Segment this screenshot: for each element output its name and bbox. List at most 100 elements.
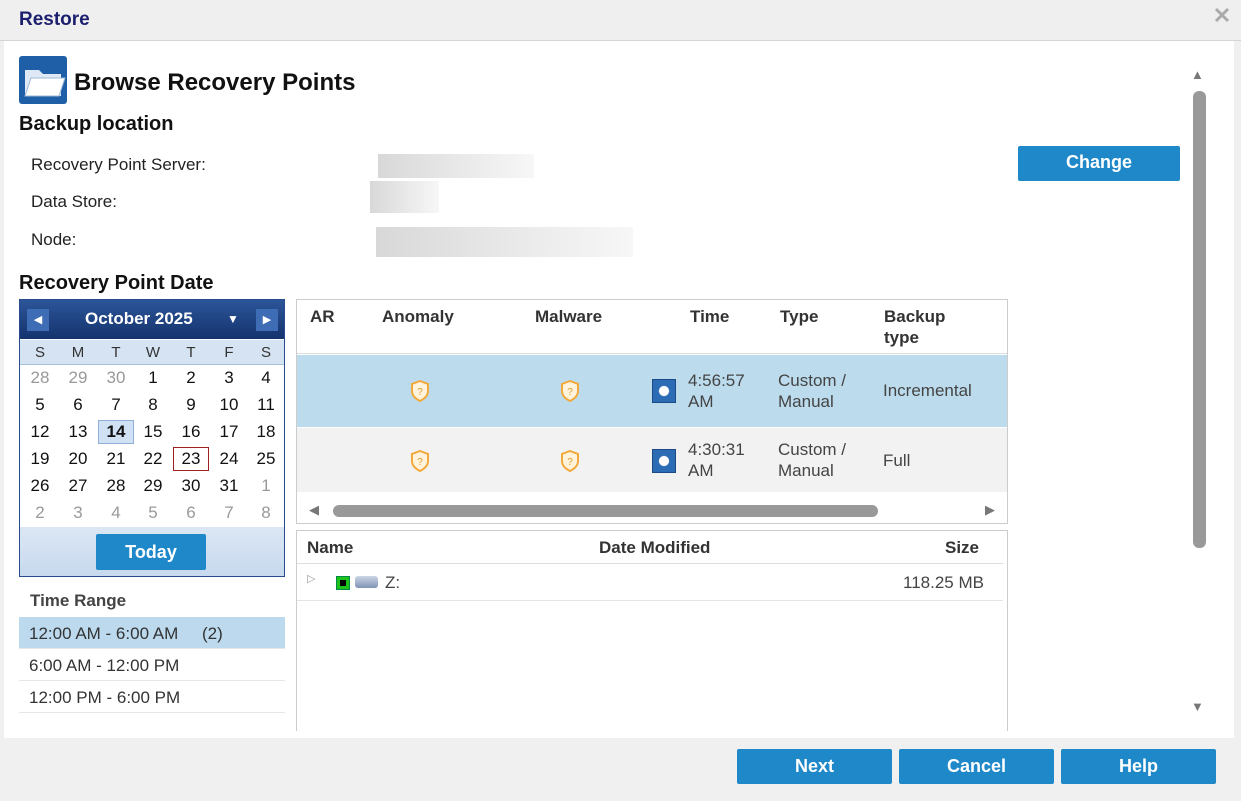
time-cell: 4:30:31 AM — [688, 440, 745, 480]
weekday-row — [20, 340, 284, 365]
title-bar — [0, 0, 1241, 41]
calendar-day[interactable]: 22 — [143, 449, 163, 468]
close-button[interactable] — [1213, 6, 1231, 24]
prev-month[interactable]: ◀ — [27, 309, 49, 331]
calendar-day[interactable]: 3 — [224, 368, 234, 387]
time-range-item[interactable]: 12:00 PM - 6:00 PM — [19, 681, 285, 713]
next-button[interactable]: Next — [737, 749, 892, 784]
calendar-day[interactable]: 29 — [68, 368, 88, 387]
calendar-day[interactable]: 24 — [219, 449, 239, 468]
scroll-right[interactable]: ▶ — [985, 502, 995, 517]
column-header: Date Modified — [599, 538, 711, 557]
calendar-day[interactable]: 9 — [186, 395, 196, 414]
calendar-day[interactable]: 2 — [35, 503, 45, 522]
calendar-day[interactable]: 17 — [219, 422, 239, 441]
calendar-day[interactable]: 1 — [148, 368, 158, 387]
calendar-day[interactable]: 12 — [30, 422, 50, 441]
shield-icon: ? — [411, 450, 429, 472]
calendar-day[interactable]: 2 — [186, 368, 196, 387]
backup-type-cell: Incremental — [883, 381, 972, 400]
calendar-day[interactable]: 28 — [30, 368, 50, 387]
calendar-day[interactable]: 10 — [219, 395, 239, 414]
calendar-day[interactable]: 13 — [68, 422, 88, 441]
calendar-day[interactable]: 31 — [219, 476, 239, 495]
calendar-day[interactable]: 20 — [68, 449, 88, 468]
weekday-label: S — [260, 343, 271, 361]
today-button[interactable]: Today — [96, 534, 206, 570]
file-name: Z: — [385, 573, 401, 592]
calendar-day[interactable]: 11 — [257, 395, 275, 414]
month-dropdown[interactable]: ▼ — [227, 312, 239, 326]
time-range-item[interactable]: 6:00 PM - 12:00 AM — [19, 713, 285, 723]
type-cell: Custom / Manual — [778, 440, 847, 480]
scroll-left[interactable]: ◀ — [309, 502, 319, 517]
v-scrollbar[interactable] — [1193, 91, 1206, 548]
calendar-day[interactable]: 30 — [181, 476, 201, 495]
calendar-day[interactable]: 4 — [111, 503, 121, 522]
svg-text:?: ? — [417, 457, 423, 468]
page-title: Browse Recovery Points — [74, 69, 356, 96]
calendar-day[interactable]: 19 — [30, 449, 50, 468]
time-range-item[interactable]: 6:00 AM - 12:00 PM — [19, 649, 285, 681]
change-button[interactable]: Change — [1018, 146, 1180, 181]
cancel-button[interactable]: Cancel — [899, 749, 1054, 784]
redacted-value — [370, 181, 439, 213]
calendar-day[interactable]: 8 — [261, 503, 271, 522]
next-month[interactable]: ▶ — [256, 309, 278, 331]
calendar-day[interactable]: 5 — [35, 395, 45, 414]
drive-icon — [355, 576, 378, 588]
calendar-day[interactable]: 21 — [106, 449, 126, 468]
column-header: Size — [945, 538, 980, 557]
table-header — [297, 563, 1003, 564]
calendar-day[interactable]: 14 — [98, 420, 134, 444]
time-range-label: 12:00 PM - 6:00 PM — [29, 688, 181, 707]
backup-type-cell: Full — [883, 451, 911, 470]
redacted-value — [376, 227, 633, 257]
section-heading: Recovery Point Date — [19, 272, 214, 294]
column-header: Time — [690, 307, 730, 326]
file-size: 118.25 MB — [903, 573, 984, 592]
scroll-down[interactable]: ▼ — [1191, 699, 1204, 714]
calendar-day[interactable]: 29 — [143, 476, 163, 495]
help-button[interactable]: Help — [1061, 749, 1216, 784]
calendar-day[interactable]: 25 — [256, 449, 276, 468]
field-label: Data Store: — [31, 192, 117, 211]
calendar-day[interactable]: 6 — [73, 395, 83, 414]
scroll-up[interactable]: ▲ — [1191, 67, 1204, 82]
calendar-day[interactable]: 26 — [30, 476, 50, 495]
time-range-count: (2) — [202, 624, 223, 643]
calendar-day[interactable]: 8 — [148, 395, 158, 414]
calendar-day[interactable]: 3 — [73, 503, 83, 522]
calendar-header — [20, 300, 284, 339]
clock-icon — [652, 449, 676, 473]
calendar-day[interactable]: 30 — [106, 368, 126, 387]
calendar-day[interactable]: 5 — [148, 503, 158, 522]
time-range-item[interactable]: 12:00 AM - 6:00 AM (2) — [19, 617, 285, 649]
table-header — [297, 300, 1007, 354]
calendar-day[interactable]: 7 — [111, 395, 121, 414]
calendar-day[interactable]: 4 — [261, 368, 271, 387]
shield-icon: ? — [561, 450, 579, 472]
calendar-day[interactable]: 15 — [143, 422, 163, 441]
time-range-label: 12:00 AM - 6:00 AM — [29, 624, 179, 643]
weekday-label: T — [186, 343, 196, 361]
field-label: Node: — [31, 230, 77, 249]
calendar-day[interactable]: 6 — [186, 503, 196, 522]
calendar-day[interactable]: 16 — [181, 422, 201, 441]
section-heading: Backup location — [19, 113, 174, 135]
expand-arrow[interactable]: ▷ — [307, 573, 316, 585]
h-scrollbar[interactable] — [333, 505, 878, 517]
calendar-day[interactable]: 1 — [261, 476, 271, 495]
calendar: ◀ October 2025 ▼ ▶ Today S M T W T F S 28 29 30 1 2… — [19, 299, 285, 577]
svg-text:?: ? — [567, 457, 573, 468]
column-header: Type — [780, 307, 819, 326]
calendar-day[interactable]: 28 — [106, 476, 126, 495]
weekday-label: W — [145, 343, 161, 361]
calendar-day[interactable]: 27 — [68, 476, 88, 495]
table-row[interactable] — [297, 564, 1003, 601]
time-range-heading: Time Range — [30, 591, 127, 610]
calendar-day[interactable]: 18 — [256, 422, 276, 441]
calendar-day[interactable]: 7 — [224, 503, 234, 522]
calendar-day[interactable]: 23 — [173, 447, 209, 471]
